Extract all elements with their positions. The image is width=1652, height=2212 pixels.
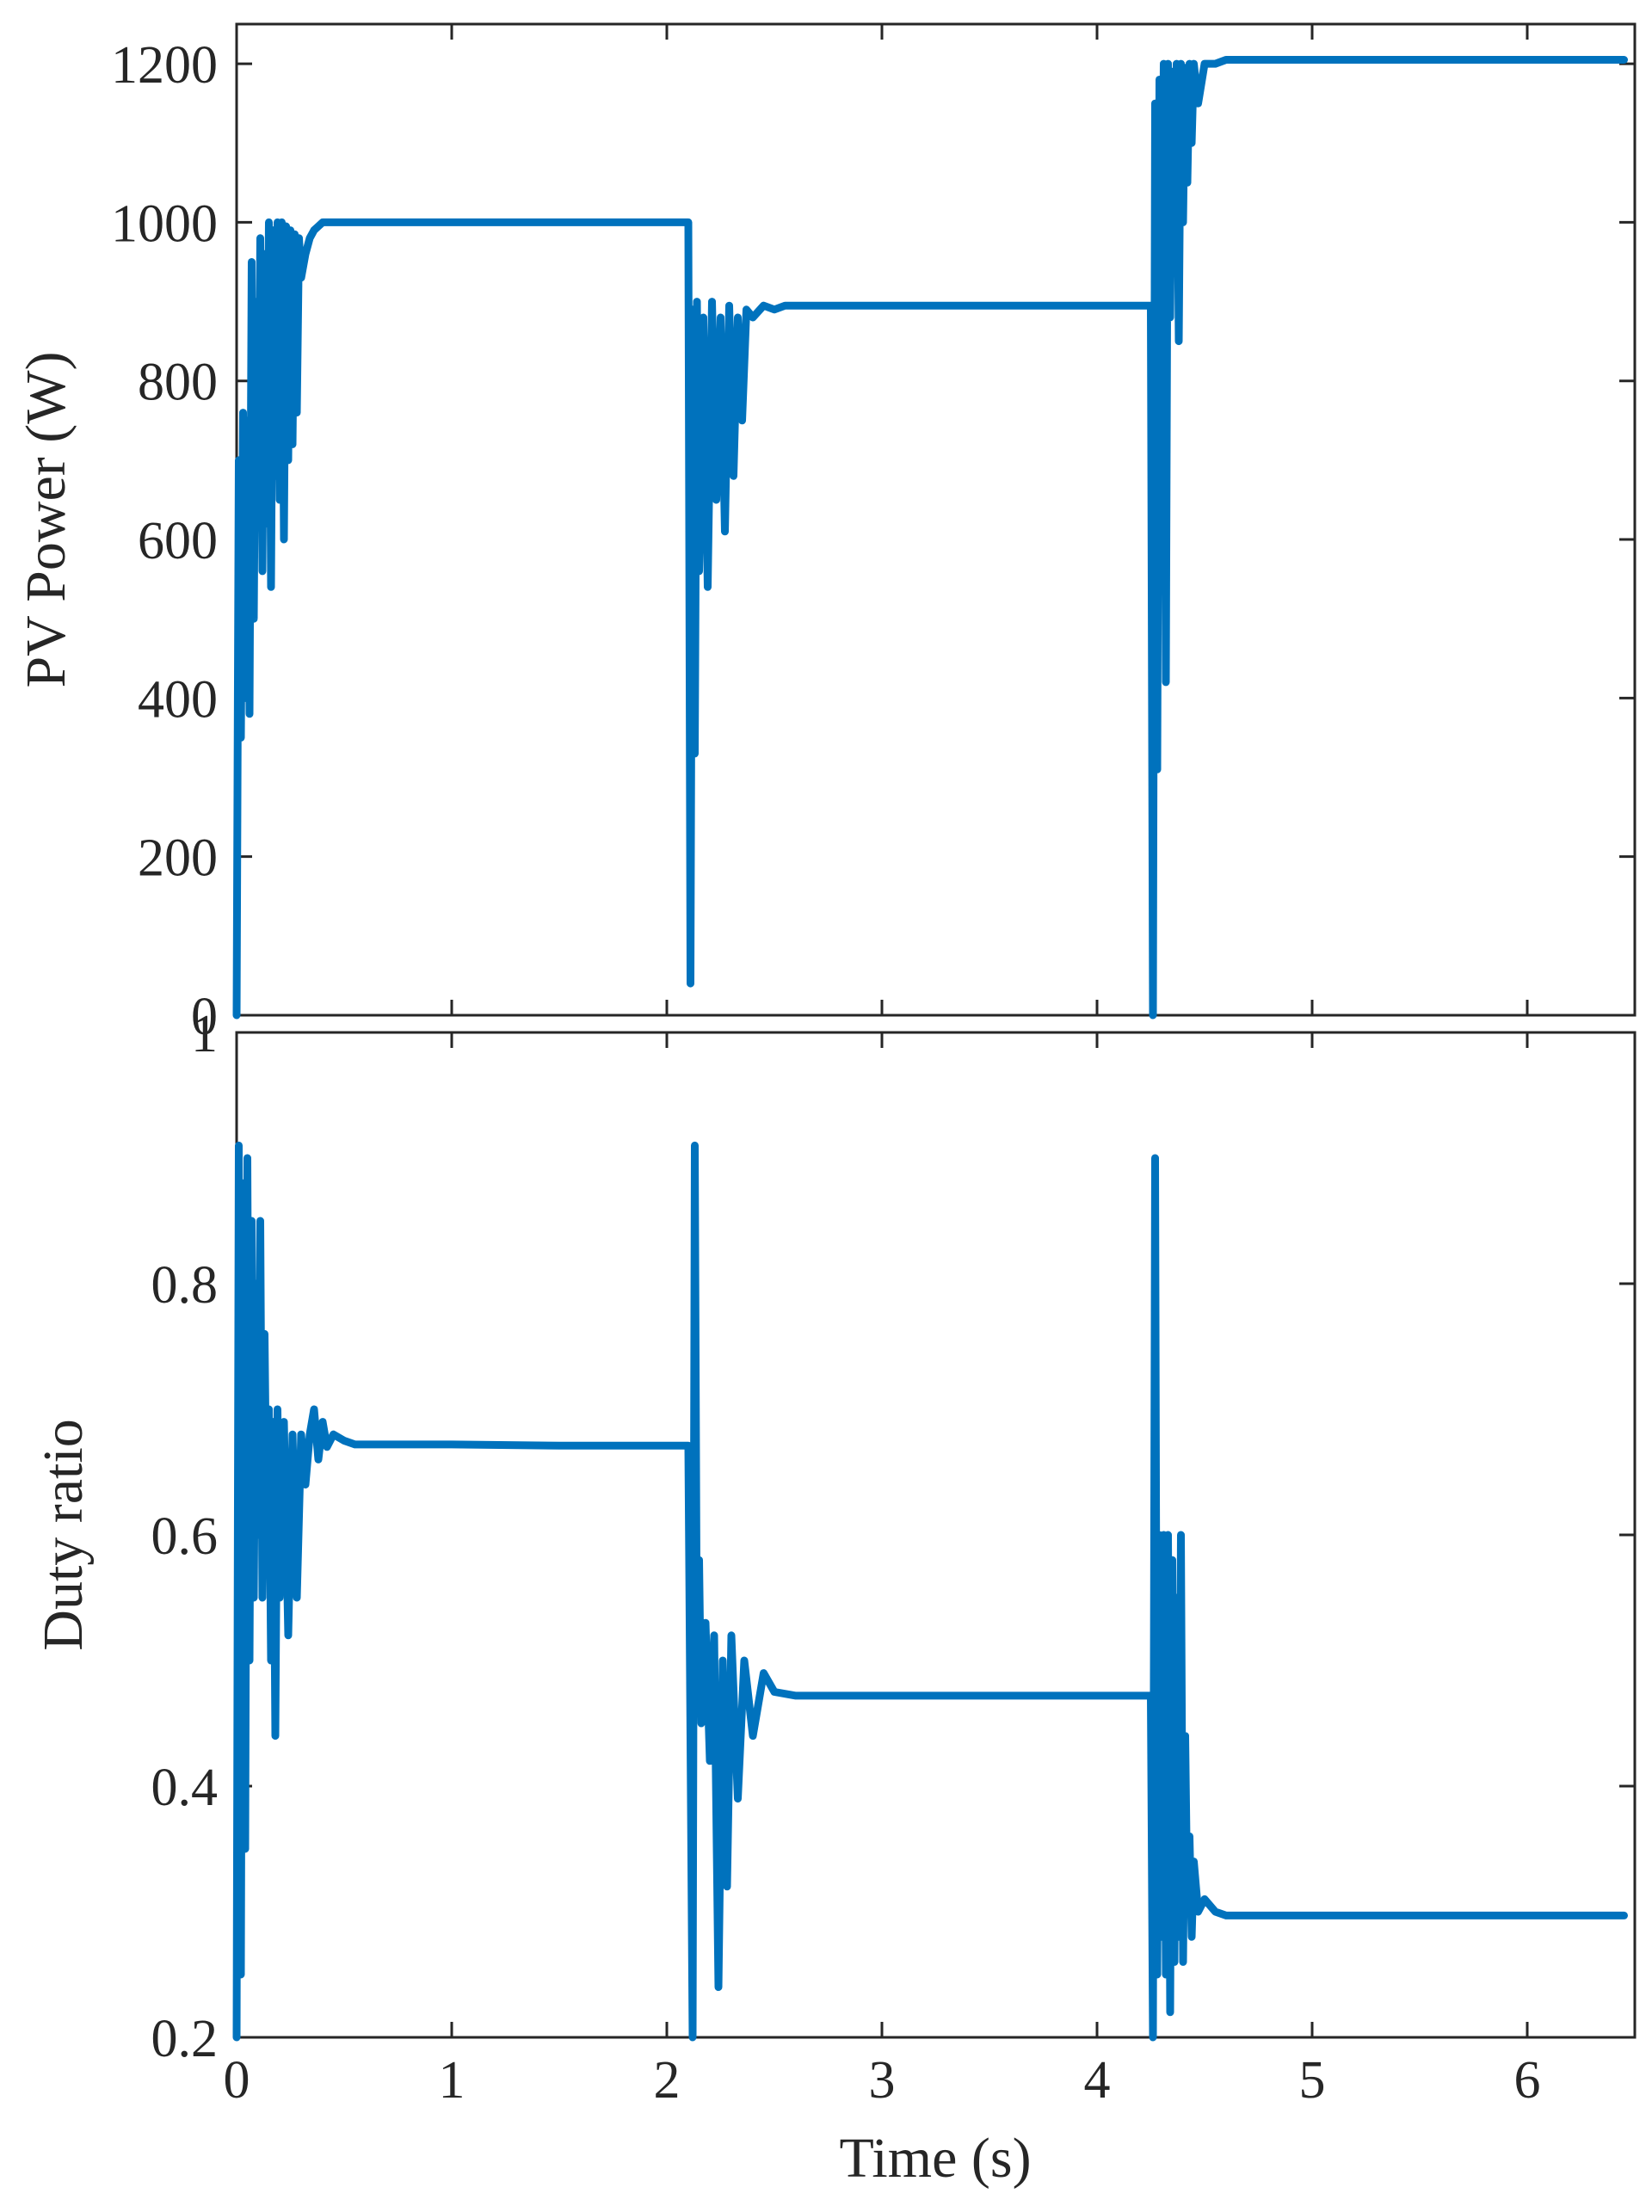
pv-power-series-line: [232, 56, 1628, 1020]
duty-ratio-y-ticks: 0.2 0.4 0.6 0.8 1: [151, 1005, 1635, 2068]
duty-ratio-x-tick-label: 3: [869, 2051, 896, 2110]
pv-power-x-ticks: [235, 24, 1529, 1015]
duty-ratio-x-tick-label: 2: [654, 2051, 681, 2110]
duty-ratio-x-tick-label: 0: [224, 2051, 250, 2110]
pv-power-axes-frame: [235, 22, 1637, 1017]
pv-power-y-tick-label: 400: [138, 670, 218, 729]
pv-power-y-tick-label: 200: [138, 829, 218, 888]
duty-ratio-chart: 0.2 0.4 0.6 0.8 1 0 1 2 3 4 5 6 Duty ratio Time (s…: [32, 1005, 1637, 2190]
time-x-axis-label: Time (s): [839, 2127, 1031, 2190]
pv-power-y-tick-label: 600: [138, 512, 218, 570]
duty-ratio-y-tick-label: 0.4: [151, 1759, 219, 1817]
pv-power-y-tick-label: 1200: [111, 36, 218, 95]
duty-ratio-y-tick-label: 1: [191, 1005, 218, 1063]
pv-power-y-tick-label: 0: [191, 988, 218, 1046]
pv-power-y-axis-label: PV Power (W): [15, 351, 77, 687]
pv-power-y-tick-label: 1000: [111, 194, 218, 253]
duty-ratio-series-line: [232, 1141, 1628, 2042]
duty-ratio-y-tick-label: 0.2: [151, 2010, 219, 2068]
duty-ratio-x-ticks: 0 1 2 3 4 5 6: [224, 1032, 1541, 2110]
duty-ratio-series: [232, 1141, 1628, 2042]
duty-ratio-x-tick-label: 4: [1084, 2051, 1111, 2110]
duty-ratio-x-tick-label: 6: [1514, 2051, 1541, 2110]
duty-ratio-y-tick-label: 0.8: [151, 1256, 219, 1315]
duty-ratio-axes-frame: [235, 1031, 1637, 2039]
pv-power-y-tick-label: 800: [138, 354, 218, 412]
duty-ratio-x-tick-label: 5: [1299, 2051, 1326, 2110]
pv-power-series: [232, 56, 1628, 1020]
pv-power-y-ticks: 0 200 400 600 800 1000 1200: [111, 36, 1635, 1046]
duty-ratio-y-tick-label: 0.6: [151, 1507, 219, 1566]
duty-ratio-x-tick-label: 1: [439, 2051, 465, 2110]
duty-ratio-y-axis-label: Duty ratio: [32, 1419, 95, 1650]
pv-power-chart: 0 200 400 600 800 1000 1200 PV Power (W): [15, 22, 1637, 1046]
